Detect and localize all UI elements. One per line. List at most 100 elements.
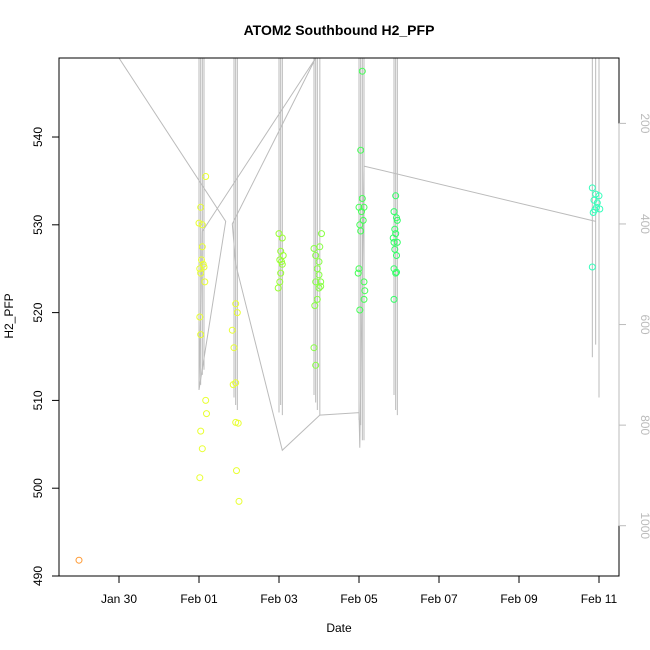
y2-tick-label: 400 <box>638 214 650 234</box>
data-point <box>592 190 600 198</box>
data-point <box>195 219 203 227</box>
x-tick-label: Feb 07 <box>420 592 458 606</box>
y2-tick-label: 1000 <box>638 512 650 539</box>
data-point <box>358 208 365 216</box>
data-point <box>277 269 285 277</box>
data-point <box>274 284 282 292</box>
data-point <box>393 238 401 246</box>
data-point <box>202 173 210 180</box>
data-point <box>359 216 367 224</box>
data-point <box>315 284 323 292</box>
data-point <box>360 278 368 286</box>
data-point <box>201 278 209 286</box>
data-point <box>390 238 398 246</box>
data-point <box>357 227 365 235</box>
data-point <box>390 208 398 216</box>
data-point <box>588 184 596 192</box>
y-tick-label: 500 <box>31 478 45 498</box>
y-axis-title: H2_PFP <box>2 293 16 338</box>
y-axis: 490 500 510 520 530 540 <box>31 127 60 586</box>
y2-tick-label: 600 <box>638 315 650 335</box>
data-point <box>197 269 205 277</box>
data-point <box>358 195 366 202</box>
data-point <box>196 265 204 273</box>
data-point <box>393 268 400 276</box>
x-axis: Jan 30 Feb 01 Feb 03 Feb 05 Feb 07 Feb 09 Feb … <box>101 575 618 606</box>
x-axis-title: Date <box>326 621 352 635</box>
chart-title: ATOM2 Southbound H2_PFP <box>244 22 435 38</box>
x-tick-label: Jan 30 <box>101 592 137 606</box>
data-point <box>315 258 323 266</box>
data-point <box>235 497 243 505</box>
profile-path <box>118 57 596 452</box>
data-point <box>310 344 318 352</box>
data-point <box>392 269 400 277</box>
data-point <box>390 295 398 303</box>
data-point <box>228 326 236 334</box>
data-point <box>316 243 324 251</box>
data-point <box>197 331 205 339</box>
data-point <box>313 295 321 303</box>
data-point <box>392 192 400 200</box>
data-point <box>198 445 206 453</box>
data-point <box>391 245 399 253</box>
data-point <box>361 287 369 295</box>
x-tick-label: Feb 11 <box>581 592 618 606</box>
y-tick-label: 530 <box>31 214 45 234</box>
data-point <box>233 467 240 475</box>
data-point <box>198 243 206 251</box>
data-point <box>357 146 365 154</box>
data-point <box>318 230 325 238</box>
data-point <box>591 206 599 214</box>
data-point <box>232 300 240 308</box>
data-point <box>317 282 325 290</box>
data-point <box>590 196 598 204</box>
data-point <box>197 203 205 211</box>
data-point <box>278 234 286 242</box>
data-point <box>279 252 287 259</box>
x-tick-label: Feb 09 <box>500 592 538 606</box>
data-point <box>197 427 205 435</box>
secondary-y-axis: 200 400 600 800 1000 <box>618 113 650 539</box>
y2-tick-label: 200 <box>638 113 650 133</box>
data-point <box>202 396 210 404</box>
y-tick-label: 490 <box>31 566 45 586</box>
data-points <box>75 67 604 564</box>
data-point <box>203 410 210 418</box>
data-point <box>230 344 238 352</box>
y2-tick-label: 800 <box>638 415 650 435</box>
data-point <box>391 225 399 233</box>
data-point <box>198 221 206 229</box>
data-point <box>229 381 237 389</box>
data-point <box>312 252 320 259</box>
data-point <box>354 269 362 277</box>
data-point <box>196 313 204 321</box>
data-point <box>278 258 285 266</box>
data-point <box>356 306 364 314</box>
data-point <box>393 216 401 224</box>
data-point <box>311 302 319 310</box>
data-point <box>198 256 205 264</box>
data-point <box>358 67 366 75</box>
data-point <box>313 265 321 273</box>
x-tick-label: Feb 03 <box>260 592 298 606</box>
data-point <box>360 295 368 303</box>
data-point <box>200 263 208 271</box>
data-point <box>389 234 397 242</box>
data-point <box>355 265 363 273</box>
data-point <box>315 271 323 279</box>
x-tick-label: Feb 05 <box>340 592 378 606</box>
data-point <box>317 278 325 286</box>
data-point <box>233 309 241 317</box>
data-point <box>234 419 242 427</box>
data-point <box>275 230 283 238</box>
data-point <box>312 361 320 369</box>
data-point <box>196 474 204 482</box>
data-point <box>312 278 320 286</box>
x-tick-label: Feb 01 <box>180 592 218 606</box>
data-point <box>596 205 604 213</box>
data-point <box>588 263 596 271</box>
y-tick-label: 520 <box>31 302 45 322</box>
